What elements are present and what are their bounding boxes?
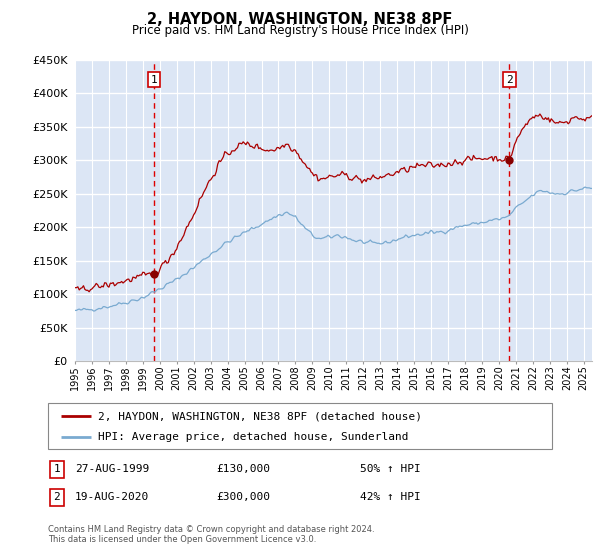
Text: 27-AUG-1999: 27-AUG-1999 xyxy=(75,464,149,474)
Text: HPI: Average price, detached house, Sunderland: HPI: Average price, detached house, Sund… xyxy=(98,432,409,442)
Text: £300,000: £300,000 xyxy=(216,492,270,502)
Text: 50% ↑ HPI: 50% ↑ HPI xyxy=(360,464,421,474)
Text: 1: 1 xyxy=(53,464,61,474)
Text: 42% ↑ HPI: 42% ↑ HPI xyxy=(360,492,421,502)
Text: 2: 2 xyxy=(53,492,61,502)
Text: 2: 2 xyxy=(506,74,513,85)
Text: £130,000: £130,000 xyxy=(216,464,270,474)
Text: 1: 1 xyxy=(151,74,158,85)
Text: 2, HAYDON, WASHINGTON, NE38 8PF: 2, HAYDON, WASHINGTON, NE38 8PF xyxy=(148,12,452,27)
Text: 19-AUG-2020: 19-AUG-2020 xyxy=(75,492,149,502)
Text: Price paid vs. HM Land Registry's House Price Index (HPI): Price paid vs. HM Land Registry's House … xyxy=(131,24,469,37)
Text: Contains HM Land Registry data © Crown copyright and database right 2024.
This d: Contains HM Land Registry data © Crown c… xyxy=(48,525,374,544)
Text: 2, HAYDON, WASHINGTON, NE38 8PF (detached house): 2, HAYDON, WASHINGTON, NE38 8PF (detache… xyxy=(98,411,422,421)
